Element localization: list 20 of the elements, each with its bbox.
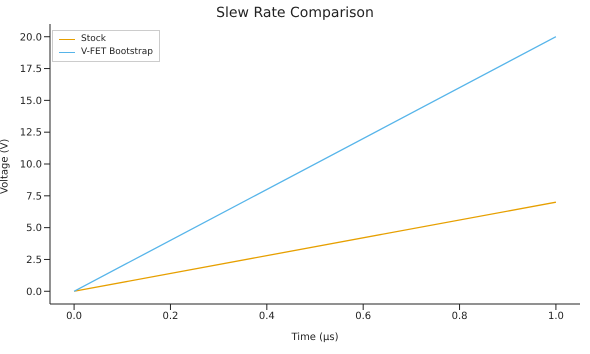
- x-tick-label: 0.0: [66, 311, 82, 322]
- y-axis-title: Voltage (V): [0, 138, 11, 194]
- y-tick-label: 0.0: [26, 286, 42, 298]
- y-tick-label: 12.5: [20, 128, 42, 139]
- y-tick-label: 17.5: [20, 64, 42, 76]
- legend-label: V-FET Bootstrap: [81, 46, 153, 59]
- y-tick-label: 7.5: [26, 191, 42, 202]
- x-tick-label: 0.6: [355, 311, 372, 322]
- x-tick-label: 1.0: [548, 311, 564, 322]
- y-tick-label: 20.0: [20, 32, 42, 44]
- chart-title: Slew Rate Comparison: [215, 5, 375, 21]
- y-tick-label: 2.5: [26, 255, 42, 266]
- y-tick-label: 10.0: [20, 160, 42, 171]
- x-axis-title: Time (µs): [290, 332, 339, 343]
- x-tick-label: 0.2: [162, 311, 178, 322]
- y-tick-label: 5.0: [26, 223, 42, 234]
- legend-label: Stock: [81, 33, 106, 46]
- x-tick-label: 0.8: [452, 311, 468, 322]
- x-tick-label: 0.4: [258, 311, 275, 322]
- y-tick-label: 15.0: [20, 96, 42, 107]
